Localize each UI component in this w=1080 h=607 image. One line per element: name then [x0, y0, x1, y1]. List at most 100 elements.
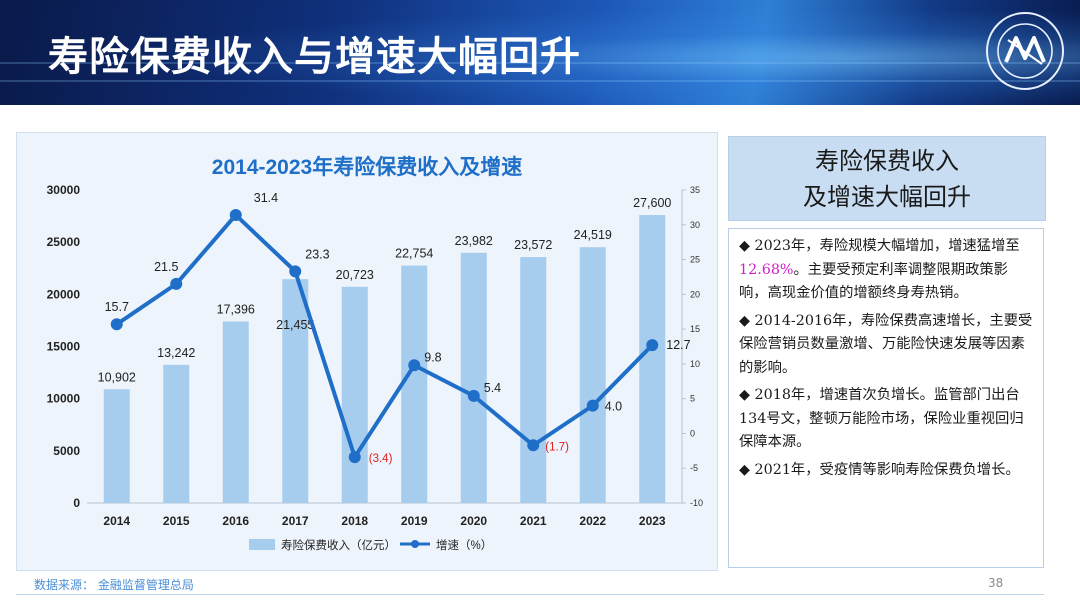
- y-right-tick-label: -10: [690, 498, 703, 508]
- note-highlight: 12.68%: [739, 261, 794, 278]
- bar: [520, 257, 547, 503]
- bullet-icon: ◆: [739, 387, 750, 403]
- bar: [163, 364, 190, 503]
- bar: [103, 389, 130, 503]
- growth-value-label: 9.8: [424, 350, 441, 364]
- growth-point: [527, 439, 540, 452]
- bar-value-label: 21,455: [276, 318, 314, 332]
- y-right-tick-label: 10: [690, 359, 700, 369]
- y-right-tick-label: 20: [690, 289, 700, 299]
- bar-value-label: 23,982: [455, 234, 493, 248]
- note-text: 2023年，寿险规模大幅增加，增速猛增至: [754, 238, 1020, 254]
- x-tick-label: 2014: [103, 514, 130, 528]
- note-item: ◆ 2023年，寿险规模大幅增加，增速猛增至 12.68%。主要受预定利率调整限期…: [739, 235, 1035, 306]
- sidebar-heading-line2: 及增速大幅回升: [803, 182, 971, 211]
- bar-value-label: 27,600: [633, 196, 671, 210]
- growth-value-label: (1.7): [545, 441, 569, 453]
- bar-value-label: 24,519: [574, 228, 612, 242]
- x-tick-label: 2023: [639, 514, 666, 528]
- chart-svg: 2014-2023年寿险保费收入及增速 0 5000 10000 15000 20000 2…: [47, 155, 703, 552]
- growth-line: [115, 213, 654, 460]
- y-right-tick-label: 0: [690, 428, 695, 438]
- growth-point: [408, 359, 421, 372]
- chart-panel: 2014-2023年寿险保费收入及增速 0 5000 10000 15000 20000 2…: [16, 132, 718, 571]
- growth-point: [110, 318, 123, 331]
- bar: [341, 286, 368, 503]
- note-item: ◆ 2014-2016年，寿险保费高速增长，主要受保险营销员数量激增、万能险快速…: [739, 310, 1035, 381]
- bar-value-label: 13,242: [157, 346, 195, 360]
- x-tick-label: 2015: [163, 514, 190, 528]
- legend-line-marker: [411, 540, 419, 548]
- growth-point: [170, 277, 183, 290]
- bar: [401, 265, 428, 503]
- bullet-icon: ◆: [739, 312, 750, 329]
- note-text: 2018年，增速首次负增长。监管部门出台134号文，整顿万能险市场，保险业重视回…: [739, 387, 1024, 450]
- bullet-icon: ◆: [739, 238, 750, 254]
- note-item: ◆ 2021年，受疫情等影响寿险保费负增长。: [739, 459, 1035, 483]
- y-left-tick-label: 20000: [47, 287, 81, 301]
- y-right-tick-label: 25: [690, 255, 700, 265]
- chart-title: 2014-2023年寿险保费收入及增速: [212, 155, 522, 179]
- y-right-tick-label: 35: [690, 185, 700, 195]
- header-stripe: [0, 80, 1080, 82]
- sidebar-heading: 寿险保费收入 及增速大幅回升: [728, 136, 1046, 221]
- legend-bar-label: 寿险保费收入（亿元）: [281, 538, 396, 552]
- note-text: 2014-2016年，寿险保费高速增长，主要受保险营销员数量激增、万能险快速发展…: [739, 312, 1033, 376]
- growth-point: [646, 339, 659, 352]
- y-left-tick-label: 30000: [47, 183, 81, 197]
- x-tick-label: 2022: [579, 514, 606, 528]
- page-number: 38: [988, 576, 1004, 590]
- y-left-tick-label: 5000: [53, 444, 80, 458]
- growth-point: [586, 399, 599, 412]
- y-right-tick-label: -5: [690, 463, 698, 473]
- growth-value-label: 31.4: [254, 191, 278, 205]
- page-title: 寿险保费收入与增速大幅回升: [48, 34, 581, 80]
- header-glow: [0, 0, 1080, 105]
- header-stripe: [0, 62, 1080, 64]
- growth-value-label: 23.3: [305, 247, 329, 261]
- growth-value-label: 21.5: [154, 260, 178, 274]
- bar: [579, 247, 606, 503]
- legend-bar-swatch: [249, 539, 275, 550]
- note-item: ◆ 2018年，增速首次负增长。监管部门出台134号文，整顿万能险市场，保险业重…: [739, 384, 1035, 455]
- x-tick-label: 2021: [520, 514, 547, 528]
- bar-value-label: 17,396: [217, 303, 255, 317]
- bar-value-label: 10,902: [98, 370, 136, 384]
- logo-emblem: [986, 12, 1064, 90]
- legend-line-label: 增速（%）: [436, 538, 492, 552]
- y-left-tick-label: 15000: [47, 340, 81, 354]
- x-tick-label: 2019: [401, 514, 428, 528]
- bar: [460, 252, 487, 503]
- y-right-tick-label: 15: [690, 324, 700, 334]
- bar: [639, 215, 666, 503]
- bar: [222, 321, 249, 503]
- bar-value-label: 20,723: [336, 268, 374, 282]
- x-tick-label: 2018: [341, 514, 368, 528]
- growth-point: [467, 389, 480, 402]
- growth-value-label: 5.4: [484, 381, 501, 395]
- y-left-tick-label: 10000: [47, 392, 81, 406]
- growth-point: [348, 451, 361, 464]
- x-tick-label: 2016: [222, 514, 249, 528]
- bar-value-label: 22,754: [395, 247, 433, 261]
- notes-panel: ◆ 2023年，寿险规模大幅增加，增速猛增至 12.68%。主要受预定利率调整限期…: [728, 228, 1044, 568]
- y-left-tick-label: 25000: [47, 235, 81, 249]
- x-tick-label: 2017: [282, 514, 309, 528]
- note-text: 。主要受预定利率调整限期政策影响，高现金价值的增额终身寿热销。: [739, 261, 1008, 302]
- y-left-tick-label: 0: [73, 496, 80, 510]
- bar-value-label: 23,572: [514, 238, 552, 252]
- footer-divider: [16, 594, 1044, 595]
- note-text: 2021年，受疫情等影响寿险保费负增长。: [754, 461, 1020, 478]
- growth-point: [289, 265, 302, 278]
- growth-value-label: 12.7: [666, 338, 690, 352]
- sidebar-heading-line1: 寿险保费收入: [815, 146, 959, 175]
- x-tick-label: 2020: [460, 514, 487, 528]
- growth-value-label: 15.7: [105, 300, 129, 314]
- bullet-icon: ◆: [739, 461, 750, 478]
- growth-value-label: (3.4): [369, 453, 393, 465]
- y-right-tick-label: 30: [690, 220, 700, 230]
- y-right-tick-label: 5: [690, 394, 695, 404]
- growth-point: [229, 209, 242, 222]
- data-source: 数据来源： 金融监督管理总局: [34, 578, 194, 592]
- header-banner: 寿险保费收入与增速大幅回升: [0, 0, 1080, 105]
